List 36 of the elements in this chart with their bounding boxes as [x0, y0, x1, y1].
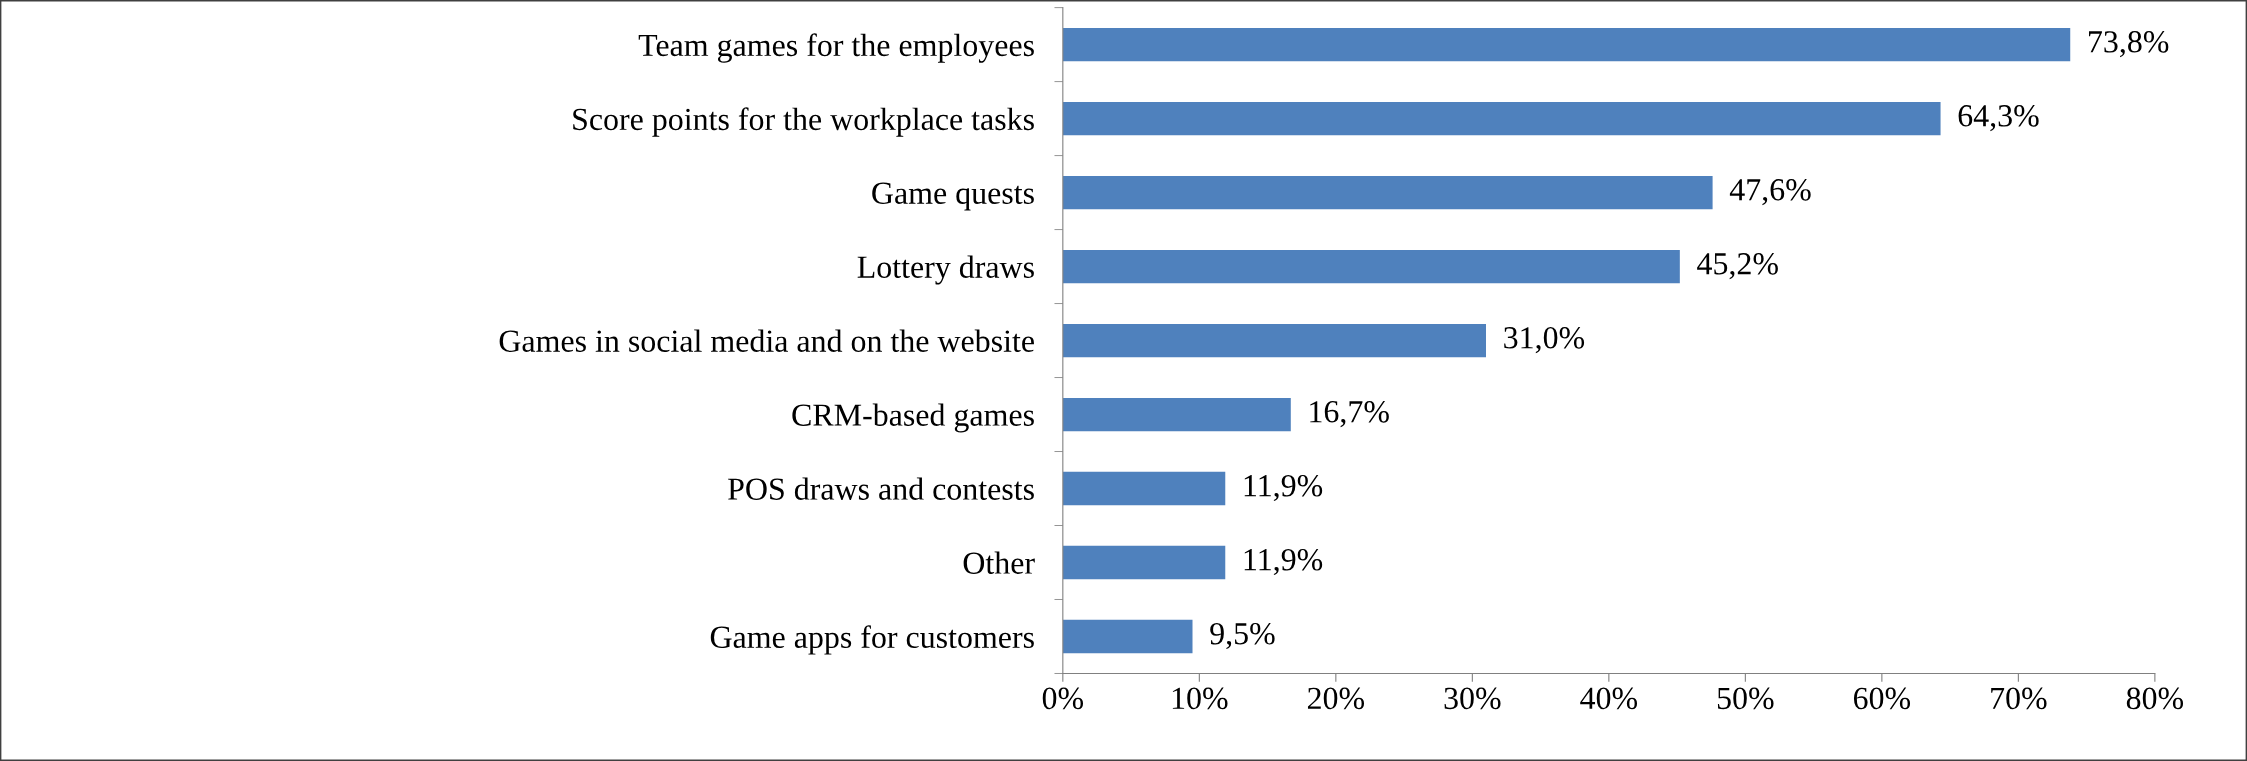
data-label: 11,9%	[1244, 474, 1323, 502]
x-tick-label: 40%	[1580, 687, 1638, 710]
data-label: 47,6%	[1729, 179, 1811, 206]
x-tick-label: 10%	[1172, 687, 1228, 710]
y-tick-label: CRM-based games	[792, 403, 1034, 433]
y-tick-label: Team games for the employees	[638, 33, 1034, 63]
bar	[1062, 545, 1226, 580]
y-tick-label: Games in social media and on the website	[499, 329, 1034, 352]
data-label: 16,7%	[1310, 400, 1389, 428]
bar	[1062, 249, 1680, 284]
bar	[1062, 397, 1291, 432]
bar	[1062, 175, 1713, 210]
data-label: 64,3%	[1958, 105, 2039, 132]
x-tick-label: 60%	[1853, 687, 1911, 710]
bar	[1062, 323, 1486, 358]
x-tick-label: 80%	[2126, 687, 2184, 710]
y-tick-label: Score points for the workplace tasks	[573, 107, 1034, 137]
data-label: 31,0%	[1504, 326, 1585, 354]
y-tick-label: Lottery draws	[857, 255, 1034, 285]
bar	[1062, 471, 1226, 506]
x-tick-label: 0%	[1042, 687, 1084, 710]
y-tick-label: Game quests	[872, 182, 1034, 211]
y-tick-label: Other	[963, 551, 1035, 574]
x-tick-label: 50%	[1717, 687, 1774, 710]
data-label: 11,9%	[1244, 548, 1323, 576]
x-tick-label: 70%	[1991, 687, 2047, 710]
x-tick-label: 30%	[1444, 687, 1501, 710]
data-label: 45,2%	[1697, 253, 1778, 280]
data-label: 73,8%	[2089, 31, 2169, 58]
bar	[1062, 27, 2071, 62]
y-tick-label: POS draws and contests	[728, 477, 1034, 500]
bar	[1062, 101, 1941, 136]
bar	[1062, 619, 1193, 654]
y-tick-label: Game apps for customers	[710, 625, 1034, 655]
data-label: 9,5%	[1210, 622, 1275, 650]
x-tick-label: 20%	[1307, 687, 1365, 710]
